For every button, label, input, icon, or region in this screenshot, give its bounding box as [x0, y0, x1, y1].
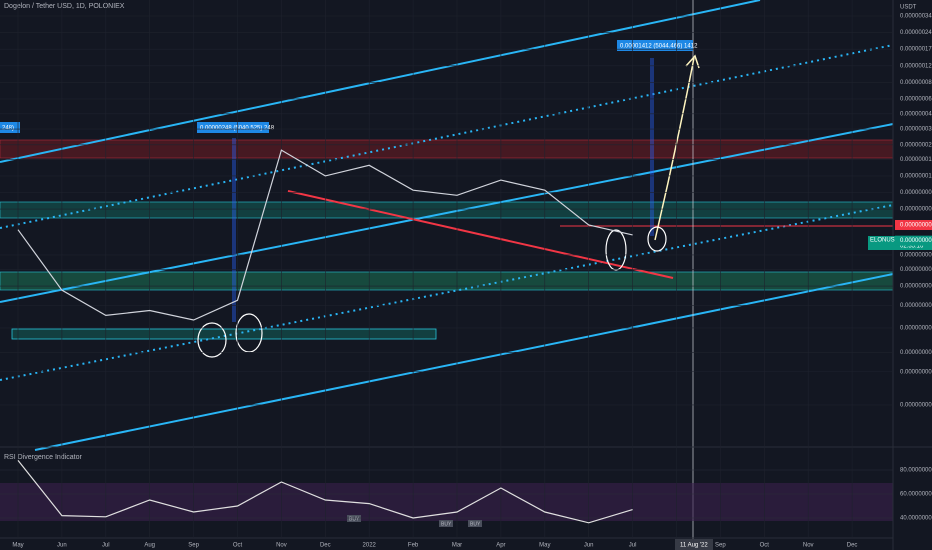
callout-box — [617, 40, 693, 51]
callout: 248) — [2, 126, 14, 132]
y-tick-label: 0.0000003400 — [900, 14, 932, 20]
buy-label: BUY — [470, 521, 481, 527]
circle — [235, 313, 263, 353]
buy-label: BUY — [349, 516, 360, 522]
buy-label: BUY — [441, 521, 452, 527]
y-tick-label: 0.0000000320 — [900, 127, 932, 133]
x-tick-label: Dec — [847, 543, 858, 549]
callout: 0.00001412 (5044.466) 1412 — [620, 44, 698, 50]
support-box — [11, 328, 437, 340]
y-tick-label: 0.0000001700 — [900, 47, 932, 53]
buy-tag — [439, 520, 453, 527]
y-tick-label: 0.0000000085 — [900, 190, 932, 196]
dotted-upper — [0, 44, 894, 229]
x-tick-label: May — [12, 543, 23, 549]
y-tick-label: 0.0000000002 — [900, 369, 932, 375]
price-line — [17, 149, 633, 321]
y-tick-label: 0.0000000001 — [900, 402, 932, 408]
buy-tag — [347, 515, 361, 522]
rsi-line — [17, 460, 633, 524]
ticker: ELONUSDT — [870, 238, 903, 244]
y-tick-label: 0.0000000017 — [900, 267, 932, 273]
y-tick-label: 0.0000000008 — [900, 303, 932, 309]
y-tick-label: 0.0000000440 — [900, 111, 932, 117]
y-tick-label: 0.0000000005 — [900, 326, 932, 332]
y-tick-label: 0.0000000120 — [900, 174, 932, 180]
channel-bottom — [34, 273, 894, 451]
x-tick-label: Jun — [584, 543, 594, 549]
callout-box — [0, 122, 20, 133]
rsi-tick-label: 60.00000000 — [900, 492, 932, 498]
y-tick-label: 0.0000000003 — [900, 350, 932, 356]
x-tick-label: Sep — [715, 543, 726, 549]
crosshair-date: 11 Aug '22 — [680, 543, 708, 549]
price-label: 0.0000000043 — [900, 223, 932, 229]
y-tick-label: 0.0000002400 — [900, 30, 932, 36]
rsi-tick-label: 40.00000000 — [900, 516, 932, 522]
x-tick-label: Aug — [144, 543, 155, 549]
zone — [0, 201, 894, 219]
y-tick-label: 0.0000000012 — [900, 284, 932, 290]
channel-mid — [0, 123, 894, 303]
y-tick-label: 0.0000000850 — [900, 80, 932, 86]
x-tick-label: Dec — [320, 543, 331, 549]
arrow — [654, 57, 695, 241]
y-tick-label: 0.0000000170 — [900, 157, 932, 163]
callout-box — [197, 122, 269, 133]
y-tick-label: 0.0000001200 — [900, 63, 932, 69]
circle — [647, 226, 667, 252]
x-tick-label: 2022 — [363, 543, 377, 549]
price-label-bg — [895, 235, 932, 246]
dotted-lower — [0, 204, 894, 381]
y-tick-label: 0.0000000600 — [900, 97, 932, 103]
arrow-head — [685, 54, 700, 69]
x-tick-label: Feb — [408, 543, 419, 549]
x-tick-label: Jun — [57, 543, 67, 549]
date-tag — [675, 539, 713, 550]
x-tick-label: Jul — [102, 543, 110, 549]
countdown: 02:35:16 — [900, 244, 924, 250]
y-tick-label: 0.0000000230 — [900, 142, 932, 148]
x-tick-label: Apr — [496, 543, 505, 549]
y-tick-label: 0.0000000023 — [900, 253, 932, 259]
circle — [605, 229, 627, 271]
symbol: Dogelon / Tether USD, 1D, POLONIEX — [4, 3, 125, 10]
x-tick-label: Mar — [452, 543, 462, 549]
x-tick-label: Jul — [629, 543, 637, 549]
price-label-bg — [895, 220, 932, 231]
x-tick-label: Nov — [803, 543, 814, 549]
rsi-band — [0, 483, 893, 521]
buy-tag — [468, 520, 482, 527]
rsi-title: RSI Divergence Indicator — [4, 454, 82, 461]
x-tick-label: Nov — [276, 543, 287, 549]
currency: USDT — [900, 5, 917, 11]
circle — [197, 322, 227, 358]
x-tick-label: Oct — [760, 543, 770, 549]
x-tick-label: Oct — [233, 543, 243, 549]
channel-top — [0, 0, 761, 163]
price-label: 0.0000000031 — [900, 238, 932, 244]
x-tick-label: May — [539, 543, 550, 549]
resistance-zone — [0, 139, 894, 159]
rsi-tick-label: 80.00000000 — [900, 468, 932, 474]
x-tick-label: Sep — [188, 543, 199, 549]
